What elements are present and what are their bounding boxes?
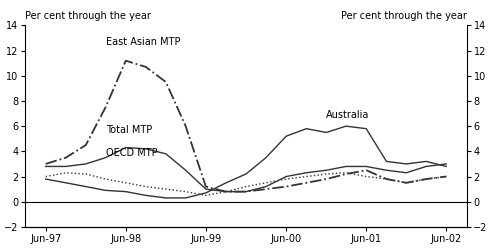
Text: Australia: Australia <box>326 110 369 120</box>
Text: Per cent through the year: Per cent through the year <box>26 11 152 21</box>
Text: OECD MTP: OECD MTP <box>106 148 157 158</box>
Text: East Asian MTP: East Asian MTP <box>106 37 180 47</box>
Text: Per cent through the year: Per cent through the year <box>340 11 466 21</box>
Text: Total MTP: Total MTP <box>106 125 152 135</box>
